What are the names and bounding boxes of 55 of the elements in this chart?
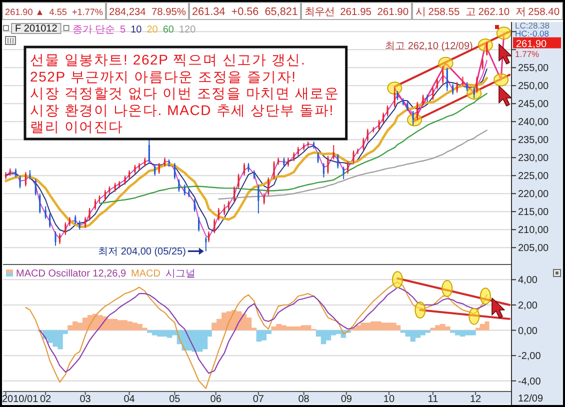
- title: F 201012: [11, 23, 62, 34]
- annotation: 선물 일봉차트! 262P 찍으며 신고가 갱신. 252P 부근까지 아름다운 조정을 즐기자! 시장 걱정할것 없다 이번 조정을 마치면 새로운 시장 환경이 나온다. MACD 추세 상단부 돌파! 랠리 이어진다: [30, 52, 340, 135]
- y-tick-label: 4,00: [518, 275, 538, 286]
- x-tick-label: 09: [340, 394, 352, 405]
- x-tick-label: 05: [169, 394, 181, 405]
- annotation: 선물 일봉차트! 262P 찍으며 신고가 갱신. 252P 부근까지 아름다운 조정을 즐기자! 시장 걱정할것 없다 이번 조정을 마치면 새로운 시장 환경이 나온다. MACD 추세 상단부 돌파! 랠리 이어진다: [24, 46, 348, 140]
- x-tick-label: 10: [383, 394, 395, 405]
- point: [494, 73, 509, 86]
- chart-title: F 201012: [15, 24, 58, 34]
- y-tick-label: 250,00: [518, 81, 550, 92]
- annotation: 12/09: [518, 394, 544, 404]
- legend: 종가 단순 5 10 20 60 120: [72, 24, 196, 36]
- y-tick-label: -2,00: [518, 351, 542, 362]
- y-tick-label: 210,00: [518, 225, 550, 236]
- x-tick-label: 12: [470, 394, 482, 405]
- x-tick-label: 08: [298, 394, 310, 405]
- legend: MACD Oscillator 12,26,9 MACD 시그널: [6, 268, 196, 280]
- x-tick-label: 07: [252, 394, 264, 405]
- annotation: 최우선 261.95 261.90: [301, 2, 412, 20]
- y-tick-label: -4,00: [518, 376, 542, 388]
- x-tick-label: 03: [80, 394, 92, 405]
- legend-label: MACD Oscillator 12,26,9: [16, 268, 126, 280]
- annotation: 261,90: [513, 37, 561, 50]
- annotation: 최저 204,00 (05/25): [98, 246, 204, 258]
- annotation: LC:28.38: [515, 20, 550, 30]
- point: [478, 38, 493, 52]
- annotation: 시 258.55 고 262.10 저 258.40: [412, 2, 563, 20]
- y-tick-label: 245,00: [518, 99, 550, 110]
- annotation: 261.34 +0.56 65,821: [189, 2, 301, 20]
- y-tick-label: 235,00: [518, 135, 550, 146]
- y-tick-label: 220,00: [518, 189, 550, 200]
- y-tick-label: 215,00: [518, 207, 550, 218]
- y-tick-label: 225,00: [518, 171, 550, 182]
- y-tick-label: 230,00: [518, 153, 550, 164]
- point: [496, 26, 511, 40]
- x-tick-label: 06: [210, 394, 222, 405]
- annotation: 1.77%: [515, 49, 540, 59]
- y-tick-label: 255,00: [518, 63, 550, 74]
- x-tick-label: 11: [428, 394, 439, 405]
- bar: [476, 328, 480, 330]
- point: [387, 82, 402, 95]
- annotation: 최고 262,10 (12/09): [385, 41, 473, 52]
- y-tick-label: 0,00: [518, 326, 538, 337]
- x-tick-label: 04: [124, 394, 136, 405]
- annotation: 최저 204,00 (05/25): [98, 246, 186, 258]
- x-tick-label: 02: [40, 394, 52, 405]
- annotation: 284,234 78.95%: [106, 2, 189, 20]
- point: [438, 56, 454, 70]
- x-tick-label: 2010/01: [2, 394, 39, 405]
- y-tick-label: 2,00: [518, 300, 538, 312]
- y-tick-label: 205,00: [518, 243, 550, 254]
- y-tick-label: 240,00: [518, 117, 550, 128]
- annotation: 261.90 ▲ 4.55 +1.77%: [2, 2, 106, 20]
- annotation: HC:-0.08: [515, 28, 550, 38]
- series-label: MACD: [131, 268, 160, 280]
